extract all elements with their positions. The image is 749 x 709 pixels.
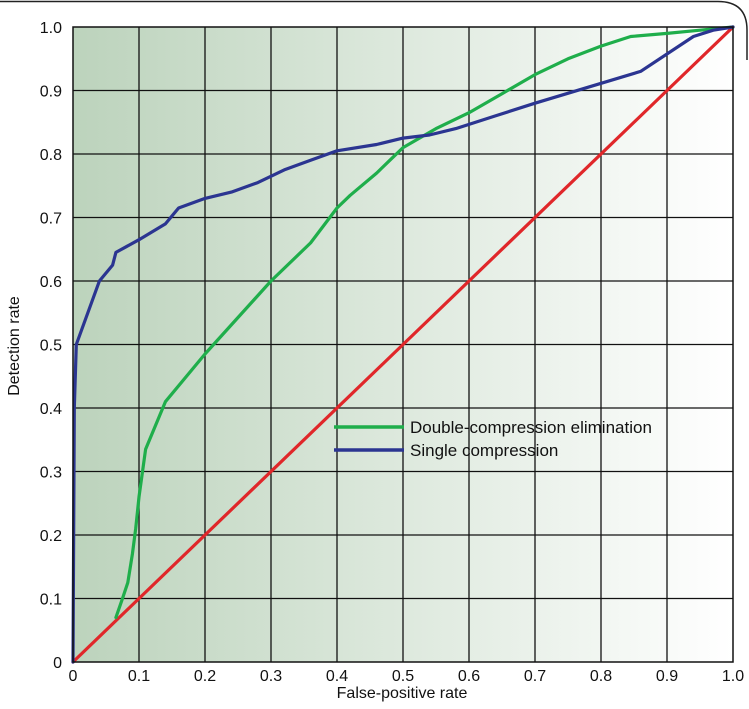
x-tick-label: 0.8 (590, 668, 612, 685)
series-lines (71, 25, 735, 664)
y-axis-label: Detection rate (6, 296, 23, 396)
plot-frame (72, 26, 734, 663)
x-tick-label: 0 (69, 668, 78, 685)
series-line-diagonal (71, 25, 735, 664)
y-tick-label: 0.9 (40, 84, 62, 101)
legend-label-single-compression: Single compression (410, 441, 558, 460)
x-tick-label: 0.1 (128, 668, 150, 685)
x-tick-label: 0.3 (260, 668, 282, 685)
x-tick-label: 0.9 (656, 668, 678, 685)
x-axis-label: False-positive rate (337, 685, 468, 702)
y-tick-label: 0.7 (40, 211, 62, 228)
y-tick-label: 0.5 (40, 338, 62, 355)
x-tick-label: 0.7 (524, 668, 546, 685)
frame-border (0, 0, 748, 60)
y-tick-label: 0.6 (40, 274, 62, 291)
x-tick-label: 0.4 (326, 668, 348, 685)
y-tick-label: 0.1 (40, 592, 62, 609)
x-tick-label: 0.5 (392, 668, 414, 685)
y-tick-label: 0.8 (40, 147, 62, 164)
y-tick-label: 0 (53, 655, 62, 672)
legend-label-double-compression: Double-compression elimination (410, 418, 652, 437)
y-tick-label: 0.4 (40, 401, 62, 418)
series-line-double-compression (114, 25, 735, 620)
legend: Double-compression elimination Single co… (334, 418, 652, 460)
x-tick-label: 0.6 (458, 668, 480, 685)
y-tick-label: 1.0 (40, 20, 62, 37)
tick-labels: 0 0.1 0.2 0.3 0.4 0.5 0.6 0.7 0.8 0.9 1.0 0 0.1 0.2 0.… (40, 20, 744, 685)
series-line-single-compression (71, 25, 735, 664)
y-tick-label: 0.3 (40, 465, 62, 482)
x-tick-label: 0.2 (194, 668, 216, 685)
y-tick-label: 0.2 (40, 528, 62, 545)
x-tick-label: 1.0 (722, 668, 744, 685)
